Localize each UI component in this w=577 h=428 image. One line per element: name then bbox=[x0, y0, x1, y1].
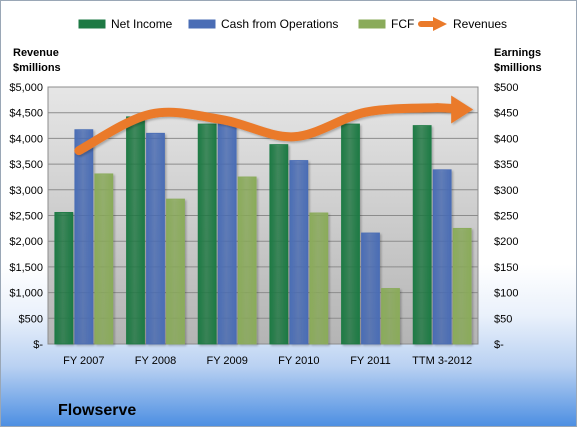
right-tick-label: $300 bbox=[494, 185, 518, 197]
legend-swatch bbox=[78, 19, 106, 29]
right-axis: $- $50 $100 $150 $200 $250 $300 $350 $400 $450 $50… bbox=[494, 82, 518, 351]
bar-net-income-5 bbox=[412, 125, 432, 345]
bar-cash-from-operations-5 bbox=[432, 169, 452, 345]
bars bbox=[54, 116, 472, 345]
left-axis: $- $500 $1,000 $1,500 $2,000 $2,500 $3,000 $3,5… bbox=[9, 82, 43, 351]
bar-fcf-4 bbox=[381, 288, 400, 345]
legend: Net Income Cash from Operations FCF Revenue… bbox=[78, 17, 507, 31]
bar-fcf-0 bbox=[94, 173, 114, 345]
revenue-arrow-head bbox=[451, 95, 474, 124]
x-tick-label: FY 2007 bbox=[63, 355, 104, 367]
x-tick-label: FY 2011 bbox=[350, 355, 391, 367]
right-tick-label: $500 bbox=[494, 82, 518, 94]
bar-fcf-5 bbox=[452, 227, 472, 345]
legend-arrow-head bbox=[433, 17, 447, 31]
legend-label: Revenues bbox=[453, 17, 507, 31]
left-tick-label: $3,000 bbox=[9, 185, 43, 197]
x-tick-label: FY 2008 bbox=[135, 355, 176, 367]
revenue-line-path bbox=[74, 103, 460, 156]
right-tick-label: $350 bbox=[494, 159, 518, 171]
right-tick-label: $250 bbox=[494, 211, 518, 223]
left-tick-label: $1,500 bbox=[9, 262, 43, 274]
legend-swatch bbox=[358, 19, 386, 29]
left-tick-label: $4,500 bbox=[9, 108, 43, 120]
bar-cash-from-operations-0 bbox=[74, 129, 94, 345]
left-tick-label: $- bbox=[33, 339, 43, 351]
gridlines bbox=[48, 86, 478, 345]
legend-label: Net Income bbox=[111, 17, 173, 31]
left-tick-label: $1,000 bbox=[9, 288, 43, 300]
legend-item-fcf: FCF bbox=[358, 17, 414, 31]
company-name: Flowserve bbox=[58, 402, 136, 419]
bar-net-income-4 bbox=[341, 123, 360, 345]
legend-label: Cash from Operations bbox=[221, 17, 338, 31]
left-axis-title: Revenue $millions bbox=[13, 47, 61, 74]
legend-swatch bbox=[188, 19, 216, 29]
bar-net-income-2 bbox=[197, 123, 217, 345]
right-axis-title: Earnings $millions bbox=[494, 47, 542, 74]
right-tick-label: $100 bbox=[494, 288, 518, 300]
bar-cash-from-operations-2 bbox=[217, 121, 237, 345]
x-tick-label: FY 2009 bbox=[206, 355, 247, 367]
x-axis: FY 2007 FY 2008 FY 2009 FY 2010 FY 2011 TTM 3… bbox=[63, 355, 472, 367]
bar-net-income-0 bbox=[54, 212, 74, 345]
bar-cash-from-operations-3 bbox=[289, 160, 309, 345]
legend-item-net-income: Net Income bbox=[78, 17, 173, 31]
bar-net-income-3 bbox=[269, 144, 289, 345]
left-tick-label: $5,000 bbox=[9, 82, 43, 94]
left-tick-label: $2,500 bbox=[9, 211, 43, 223]
legend-label: FCF bbox=[391, 17, 414, 31]
right-tick-label: $200 bbox=[494, 236, 518, 248]
right-tick-label: $50 bbox=[494, 313, 512, 325]
right-tick-label: $150 bbox=[494, 262, 518, 274]
left-tick-label: $4,000 bbox=[9, 133, 43, 145]
legend-item-revenues: Revenues bbox=[418, 17, 507, 31]
bar-fcf-1 bbox=[166, 198, 185, 345]
x-tick-label: TTM 3-2012 bbox=[412, 355, 472, 367]
left-axis-title-line2: $millions bbox=[13, 62, 61, 74]
right-axis-title-line2: $millions bbox=[494, 62, 542, 74]
revenue-line bbox=[74, 95, 474, 156]
bar-net-income-1 bbox=[126, 116, 145, 345]
left-axis-title-line1: Revenue bbox=[13, 47, 59, 59]
legend-item-cash-from-operations: Cash from Operations bbox=[188, 17, 338, 31]
right-tick-label: $- bbox=[494, 339, 504, 351]
bar-cash-from-operations-1 bbox=[146, 132, 165, 345]
right-tick-label: $450 bbox=[494, 108, 518, 120]
right-axis-title-line1: Earnings bbox=[494, 47, 541, 59]
left-tick-label: $3,500 bbox=[9, 159, 43, 171]
x-tick-label: FY 2010 bbox=[278, 355, 319, 367]
left-tick-label: $2,000 bbox=[9, 236, 43, 248]
bar-cash-from-operations-4 bbox=[361, 232, 380, 345]
left-tick-label: $500 bbox=[19, 313, 43, 325]
bar-fcf-3 bbox=[309, 212, 329, 345]
right-tick-label: $400 bbox=[494, 133, 518, 145]
bar-fcf-2 bbox=[237, 176, 257, 345]
